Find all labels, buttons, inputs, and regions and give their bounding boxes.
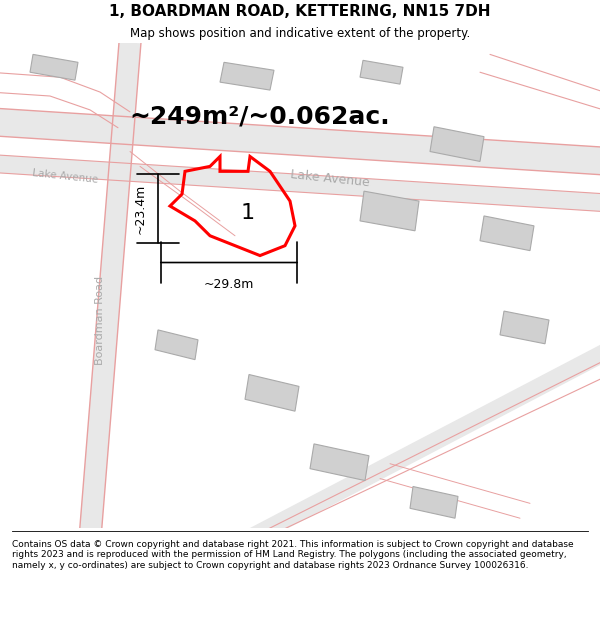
Polygon shape (500, 311, 549, 344)
Polygon shape (155, 330, 198, 359)
Polygon shape (220, 62, 274, 90)
Text: Map shows position and indicative extent of the property.: Map shows position and indicative extent… (130, 27, 470, 39)
Text: ~249m²/~0.062ac.: ~249m²/~0.062ac. (130, 105, 391, 129)
Text: Contains OS data © Crown copyright and database right 2021. This information is : Contains OS data © Crown copyright and d… (12, 540, 574, 569)
Polygon shape (79, 42, 141, 539)
Polygon shape (480, 216, 534, 251)
Polygon shape (360, 191, 419, 231)
Polygon shape (246, 342, 600, 546)
Polygon shape (410, 486, 458, 518)
Text: 1, BOARDMAN ROAD, KETTERING, NN15 7DH: 1, BOARDMAN ROAD, KETTERING, NN15 7DH (109, 4, 491, 19)
Polygon shape (430, 127, 484, 161)
Text: Boardman Road: Boardman Road (95, 276, 105, 364)
Polygon shape (30, 54, 78, 80)
Polygon shape (245, 374, 299, 411)
Polygon shape (0, 108, 600, 175)
Polygon shape (310, 444, 369, 481)
Polygon shape (0, 154, 600, 212)
Text: ~29.8m: ~29.8m (204, 278, 254, 291)
Text: 1: 1 (241, 203, 255, 223)
Text: ~23.4m: ~23.4m (133, 183, 146, 234)
Polygon shape (360, 61, 403, 84)
Text: Lake Avenue: Lake Avenue (290, 168, 370, 189)
Text: Lake Avenue: Lake Avenue (32, 168, 98, 185)
